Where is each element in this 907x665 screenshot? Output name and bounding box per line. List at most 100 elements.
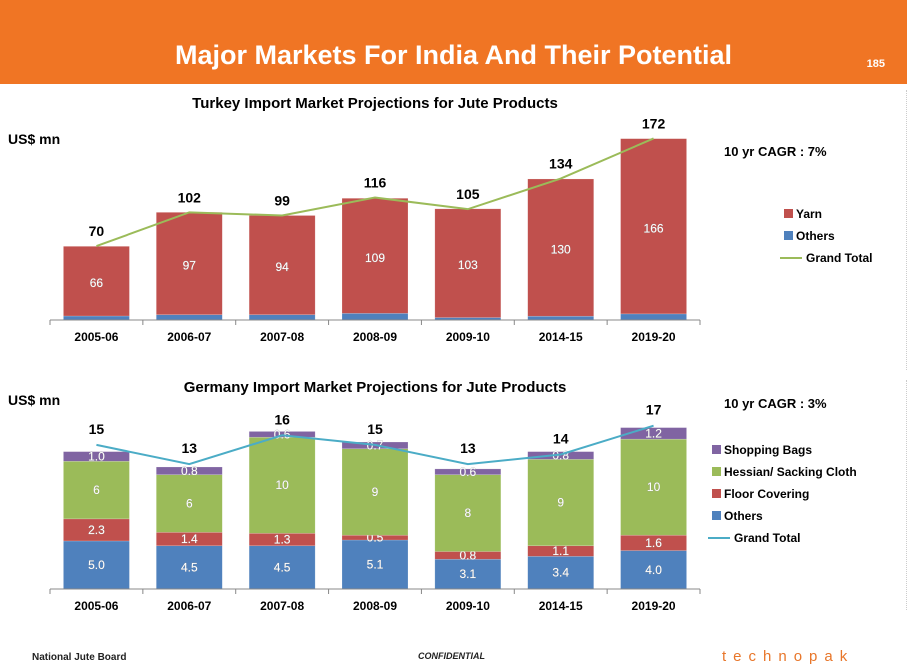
- grand-total-label: 116: [364, 175, 387, 191]
- data-label-floor-covering: 1.1: [552, 544, 569, 558]
- bar-shopping-bags-2009-10: [434, 468, 502, 475]
- grand-total-label: 15: [367, 421, 383, 437]
- data-label-hessian-sacking-cloth: 6: [93, 483, 100, 497]
- bar-others-2014-15: [527, 315, 594, 321]
- bar-yarn-2006-07: [156, 212, 223, 315]
- grand-total-label: 70: [89, 223, 105, 239]
- data-label-shopping-bags: 1.0: [88, 449, 105, 463]
- bar-yarn-2005-06: [63, 246, 130, 317]
- data-label-hessian-sacking-cloth: 9: [372, 485, 379, 499]
- data-label-shopping-bags: 0.8: [181, 464, 198, 478]
- bar-yarn-2014-15: [527, 178, 594, 317]
- data-label-hessian-sacking-cloth: 10: [275, 478, 289, 492]
- grand-total-line: [96, 137, 654, 248]
- x-tick-label: 2006-07: [167, 330, 211, 344]
- bar-others-2006-07: [156, 545, 223, 590]
- grand-total-label: 17: [646, 402, 662, 418]
- bar-hessian-sacking-cloth-2008-09: [341, 448, 409, 536]
- legend-swatch-others: [712, 511, 721, 520]
- grand-total-label: 13: [181, 440, 197, 456]
- legend-swatch-floor-covering: [712, 489, 721, 498]
- data-label-floor-covering: 1.6: [645, 536, 662, 550]
- legend-entry-grand-total: Grand Total: [734, 531, 800, 545]
- data-label-hessian-sacking-cloth: 10: [647, 480, 661, 494]
- bar-hessian-sacking-cloth-2009-10: [434, 474, 502, 552]
- data-label-others: 3.4: [552, 566, 569, 580]
- legend-entry-floor-covering: Floor Covering: [724, 487, 809, 501]
- bar-yarn-2019-20: [620, 138, 687, 315]
- data-label-yarn: 103: [458, 258, 478, 272]
- chart-title: Turkey Import Market Projections for Jut…: [192, 95, 558, 112]
- bar-hessian-sacking-cloth-2005-06: [63, 460, 130, 520]
- data-label-yarn: 97: [183, 259, 197, 273]
- x-tick-label: 2014-15: [539, 599, 583, 613]
- bar-shopping-bags-2005-06: [63, 451, 130, 462]
- legend-entry-yarn: Yarn: [796, 207, 822, 221]
- grand-total-label: 105: [456, 186, 480, 202]
- legend-swatch-yarn: [784, 209, 793, 218]
- bar-yarn-2008-09: [341, 198, 409, 314]
- bar-shopping-bags-2019-20: [620, 427, 687, 440]
- bar-others-2019-20: [620, 550, 687, 590]
- data-label-hessian-sacking-cloth: 6: [186, 497, 193, 511]
- x-tick-label: 2005-06: [74, 330, 118, 344]
- grand-total-label: 134: [549, 156, 573, 172]
- grand-total-label: 172: [642, 115, 666, 131]
- cagr-label: 10 yr CAGR : 7%: [724, 144, 827, 159]
- legend-entry-grand-total: Grand Total: [806, 251, 872, 265]
- x-tick-label: 2008-09: [353, 599, 397, 613]
- data-label-others: 5.0: [88, 558, 105, 572]
- footer-confidential: CONFIDENTIAL: [418, 651, 485, 661]
- y-axis-label: US$ mn: [8, 131, 60, 147]
- footer-organization: National Jute Board: [32, 652, 127, 663]
- x-tick-label: 2019-20: [632, 599, 676, 613]
- x-tick-label: 2008-09: [353, 330, 397, 344]
- x-tick-label: 2009-10: [446, 599, 490, 613]
- grand-total-label: 13: [460, 440, 476, 456]
- bar-others-2014-15: [527, 556, 594, 590]
- grand-total-line: [96, 424, 654, 466]
- bar-shopping-bags-2006-07: [156, 466, 223, 475]
- data-label-yarn: 109: [365, 251, 385, 265]
- legend-entry-shopping-bags: Shopping Bags: [724, 443, 812, 457]
- bar-hessian-sacking-cloth-2006-07: [156, 474, 223, 533]
- germany-chart: Germany Import Market Projections for Ju…: [8, 379, 857, 613]
- bar-yarn-2009-10: [434, 208, 502, 318]
- grand-total-label: 99: [274, 193, 290, 209]
- x-tick-label: 2006-07: [167, 599, 211, 613]
- data-label-shopping-bags: 0.6: [460, 465, 477, 479]
- header-bar: Major Markets For India And Their Potent…: [0, 0, 907, 84]
- chart-title: Germany Import Market Projections for Ju…: [184, 379, 567, 396]
- bar-others-2009-10: [434, 558, 502, 590]
- legend-swatch-hessian-sacking-cloth: [712, 467, 721, 476]
- page-number: 185: [866, 58, 885, 70]
- data-label-yarn: 94: [275, 260, 289, 274]
- bar-others-2019-20: [620, 313, 687, 321]
- data-label-hessian-sacking-cloth: 8: [465, 506, 472, 520]
- bar-hessian-sacking-cloth-2007-08: [248, 436, 316, 534]
- data-label-others: 4.5: [274, 560, 291, 574]
- data-label-others: 3.1: [460, 567, 477, 581]
- legend-swatch-others: [784, 231, 793, 240]
- legend-entry-hessian-sacking-cloth: Hessian/ Sacking Cloth: [724, 465, 857, 479]
- bar-hessian-sacking-cloth-2014-15: [527, 459, 594, 547]
- grand-total-label: 102: [178, 189, 202, 205]
- data-label-yarn: 130: [551, 243, 571, 257]
- page-title: Major Markets For India And Their Potent…: [174, 40, 733, 70]
- grand-total-label: 14: [553, 431, 569, 447]
- bar-others-2005-06: [63, 315, 130, 321]
- y-axis-label: US$ mn: [8, 392, 60, 408]
- data-label-floor-covering: 1.3: [274, 533, 291, 547]
- grand-total-label: 15: [89, 421, 105, 437]
- data-label-floor-covering: 0.8: [460, 548, 477, 562]
- data-label-shopping-bags: 1.2: [645, 426, 662, 440]
- legend-entry-others: Others: [796, 229, 835, 243]
- data-label-hessian-sacking-cloth: 9: [557, 496, 564, 510]
- bar-others-2007-08: [248, 545, 316, 590]
- footer-brand: technopak: [722, 648, 855, 665]
- bar-others-2008-09: [341, 313, 409, 321]
- data-label-yarn: 66: [90, 276, 104, 290]
- x-tick-label: 2009-10: [446, 330, 490, 344]
- x-tick-label: 2014-15: [539, 330, 583, 344]
- data-label-others: 4.0: [645, 563, 662, 577]
